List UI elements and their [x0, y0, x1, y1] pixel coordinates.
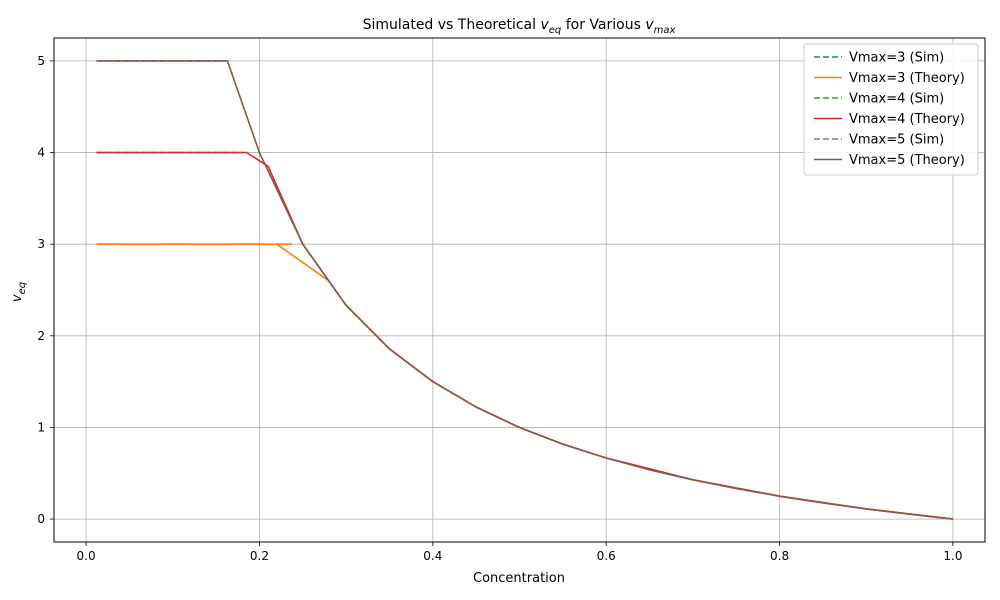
- legend-label: Vmax=5 (Sim): [849, 133, 944, 148]
- y-axis-label: veq: [10, 282, 28, 302]
- chart-title: Simulated vs Theoretical veq for Various…: [363, 17, 676, 36]
- x-axis-label: Concentration: [473, 571, 565, 586]
- legend: Vmax=3 (Sim) Vmax=3 (Theory) Vmax=4 (Sim) V…: [803, 43, 979, 176]
- x-tick-label: 0.6: [597, 549, 616, 563]
- series-layer: [96, 60, 953, 520]
- legend-box: [803, 43, 979, 176]
- legend-label: Vmax=3 (Theory): [849, 71, 965, 86]
- legend-label: Vmax=4 (Theory): [849, 112, 965, 127]
- x-tick-label: 0.2: [250, 549, 269, 563]
- legend-label: Vmax=4 (Sim): [849, 92, 944, 107]
- x-tick-label: 0.4: [423, 549, 442, 563]
- ticks: 0.0 0.2 0.4 0.6 0.8 1.0 0 1 2 3 4 5: [37, 54, 962, 563]
- y-tick-label: 1: [37, 420, 45, 434]
- legend-label: Vmax=5 (Theory): [849, 153, 965, 168]
- plot-frame: [53, 37, 986, 543]
- y-tick-label: 0: [37, 512, 45, 526]
- y-tick-label: 5: [37, 54, 45, 68]
- x-tick-label: 1.0: [943, 549, 962, 563]
- legend-label: Vmax=3 (Sim): [849, 51, 944, 66]
- y-tick-label: 4: [37, 146, 45, 160]
- series-line-6: [96, 60, 953, 520]
- y-tick-label: 3: [37, 237, 45, 251]
- y-tick-label: 2: [37, 329, 45, 343]
- x-tick-label: 0.8: [770, 549, 789, 563]
- x-tick-label: 0.0: [77, 549, 96, 563]
